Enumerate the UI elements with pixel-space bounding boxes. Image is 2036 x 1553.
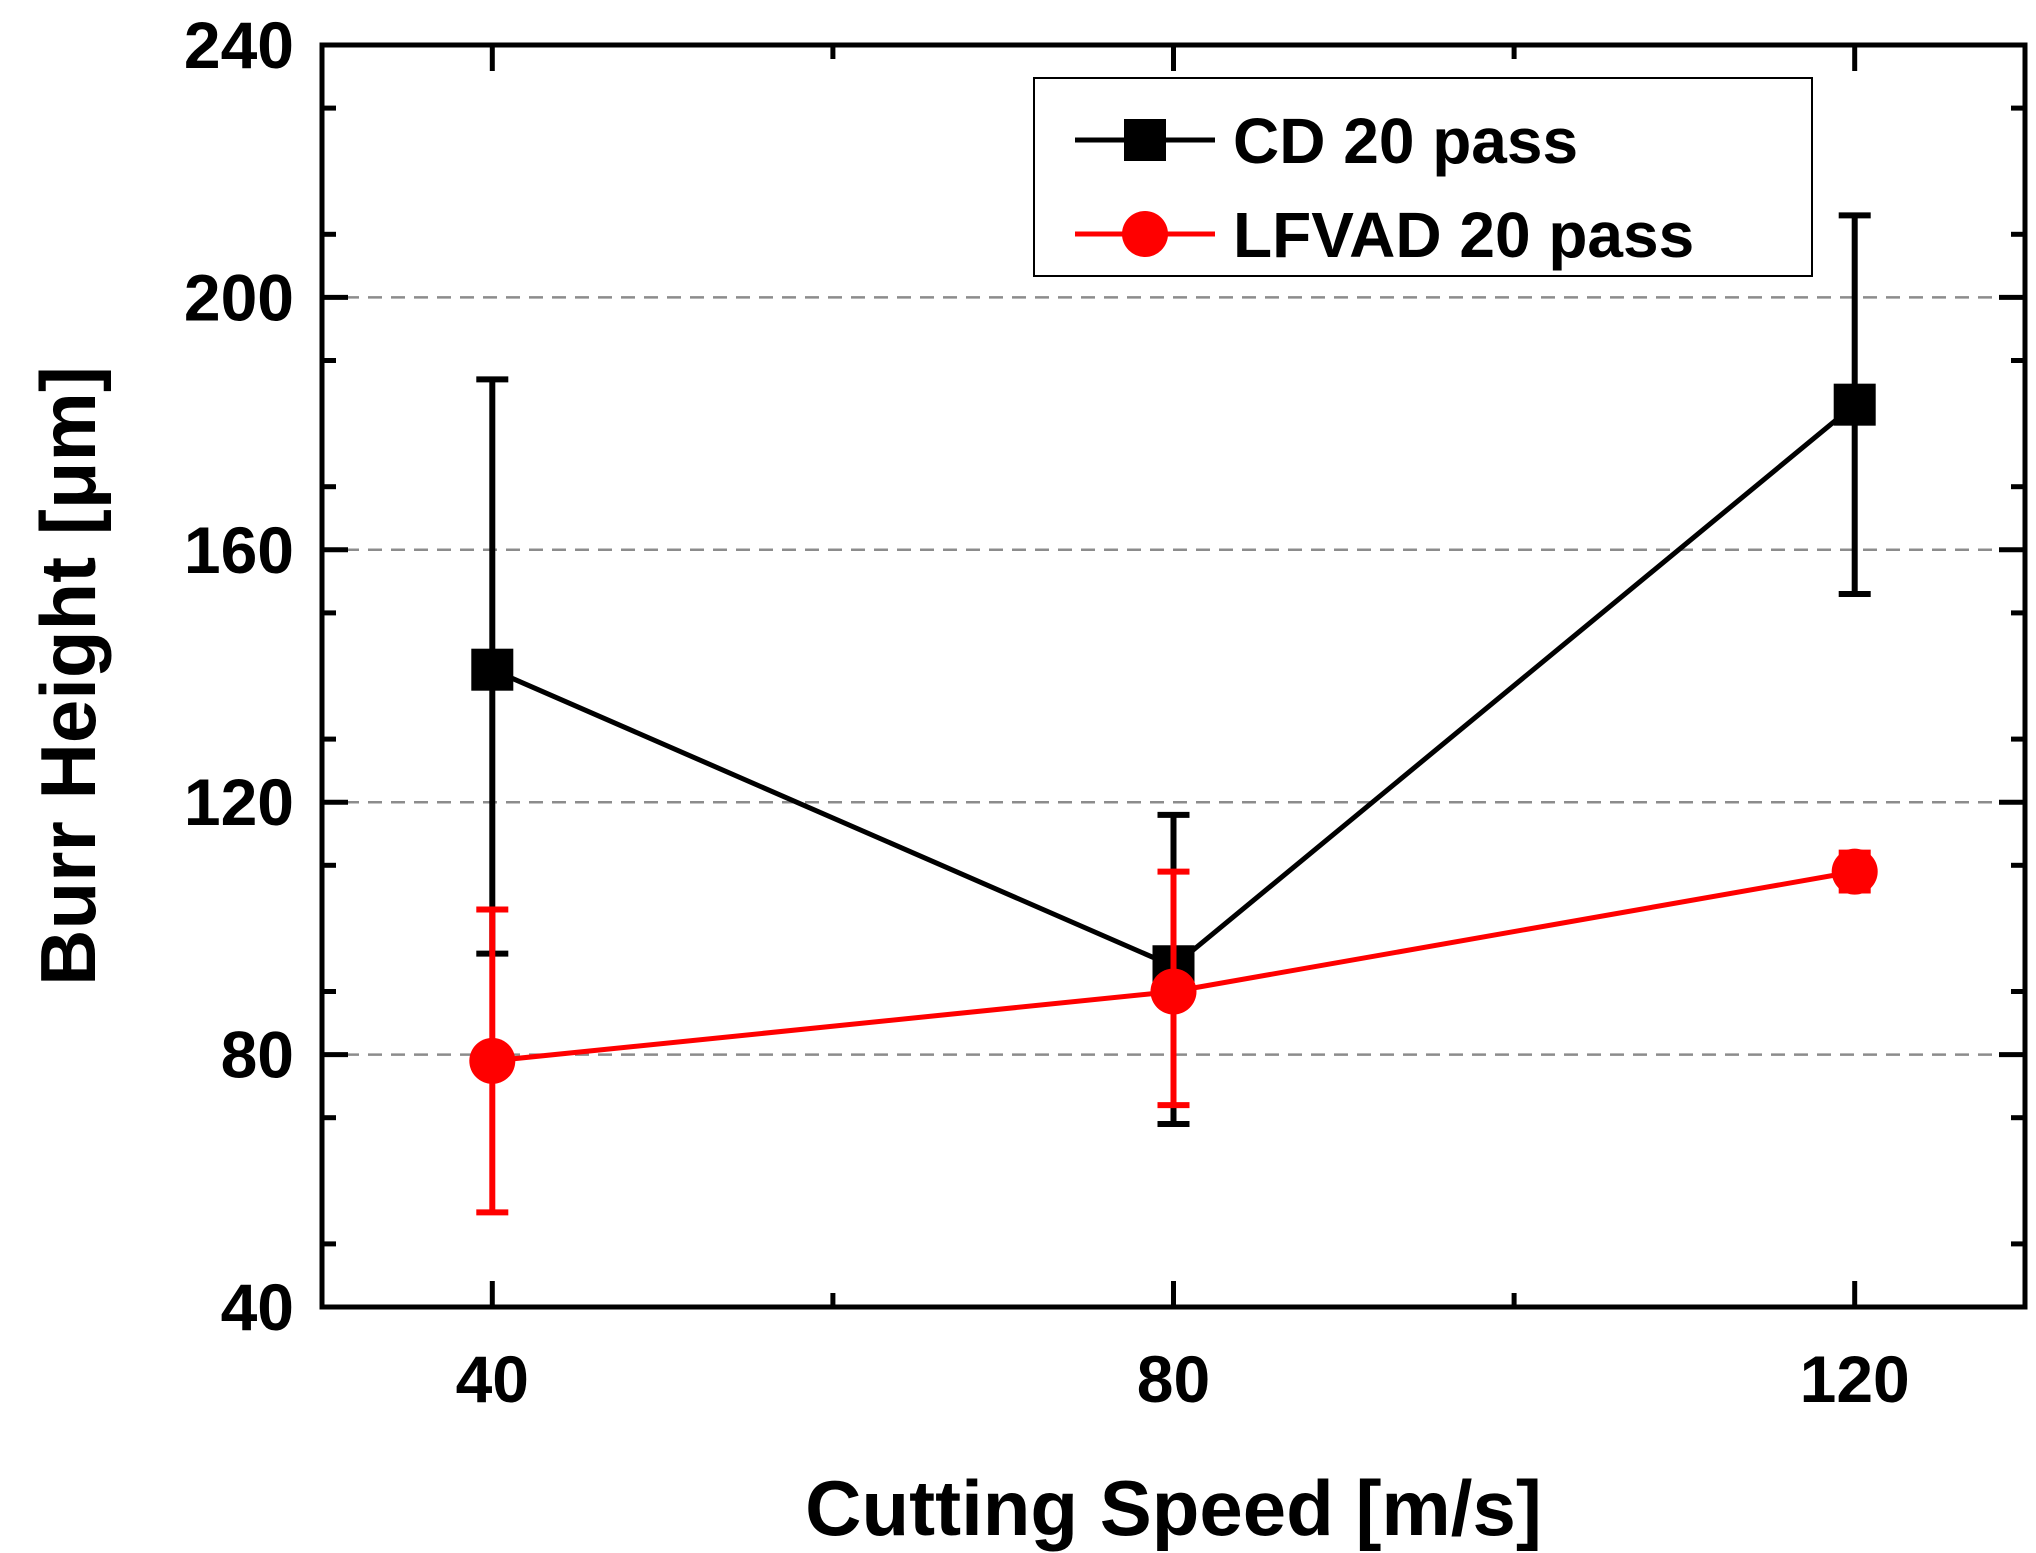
legend-marker-square <box>1124 119 1166 161</box>
y-tick-label: 240 <box>184 8 294 82</box>
y-tick-label: 80 <box>221 1018 294 1092</box>
tick-labels: 40 80 120 160 200 240 40 80 120 <box>184 8 1910 1416</box>
data-point-square <box>1833 383 1876 426</box>
x-tick-label: 120 <box>1800 1342 1910 1416</box>
data-point-circle <box>1831 848 1878 895</box>
legend: CD 20 pass LFVAD 20 pass <box>1033 77 1813 277</box>
legend-marker-circle <box>1122 211 1168 257</box>
x-tick-label: 80 <box>1137 1342 1210 1416</box>
y-tick-label: 200 <box>184 260 294 334</box>
y-tick-label: 120 <box>184 765 294 839</box>
x-axis-label: Cutting Speed [m/s] <box>805 1464 1542 1552</box>
x-tick-label: 40 <box>456 1342 529 1416</box>
legend-label-lfvad: LFVAD 20 pass <box>1233 199 1694 271</box>
legend-entry-cd: CD 20 pass <box>1075 105 1578 177</box>
data-point-circle <box>1150 968 1197 1015</box>
series-1 <box>469 848 1878 1216</box>
plot-frame <box>319 42 2028 1310</box>
data-point-circle <box>469 1037 516 1084</box>
y-axis-label: Burr Height [μm] <box>24 366 112 986</box>
legend-label-cd: CD 20 pass <box>1233 105 1578 177</box>
data-point-square <box>471 648 514 691</box>
y-tick-label: 40 <box>221 1270 294 1344</box>
series-layer <box>469 212 1878 1216</box>
y-tick-label: 160 <box>184 513 294 587</box>
legend-entry-lfvad: LFVAD 20 pass <box>1075 199 1694 271</box>
